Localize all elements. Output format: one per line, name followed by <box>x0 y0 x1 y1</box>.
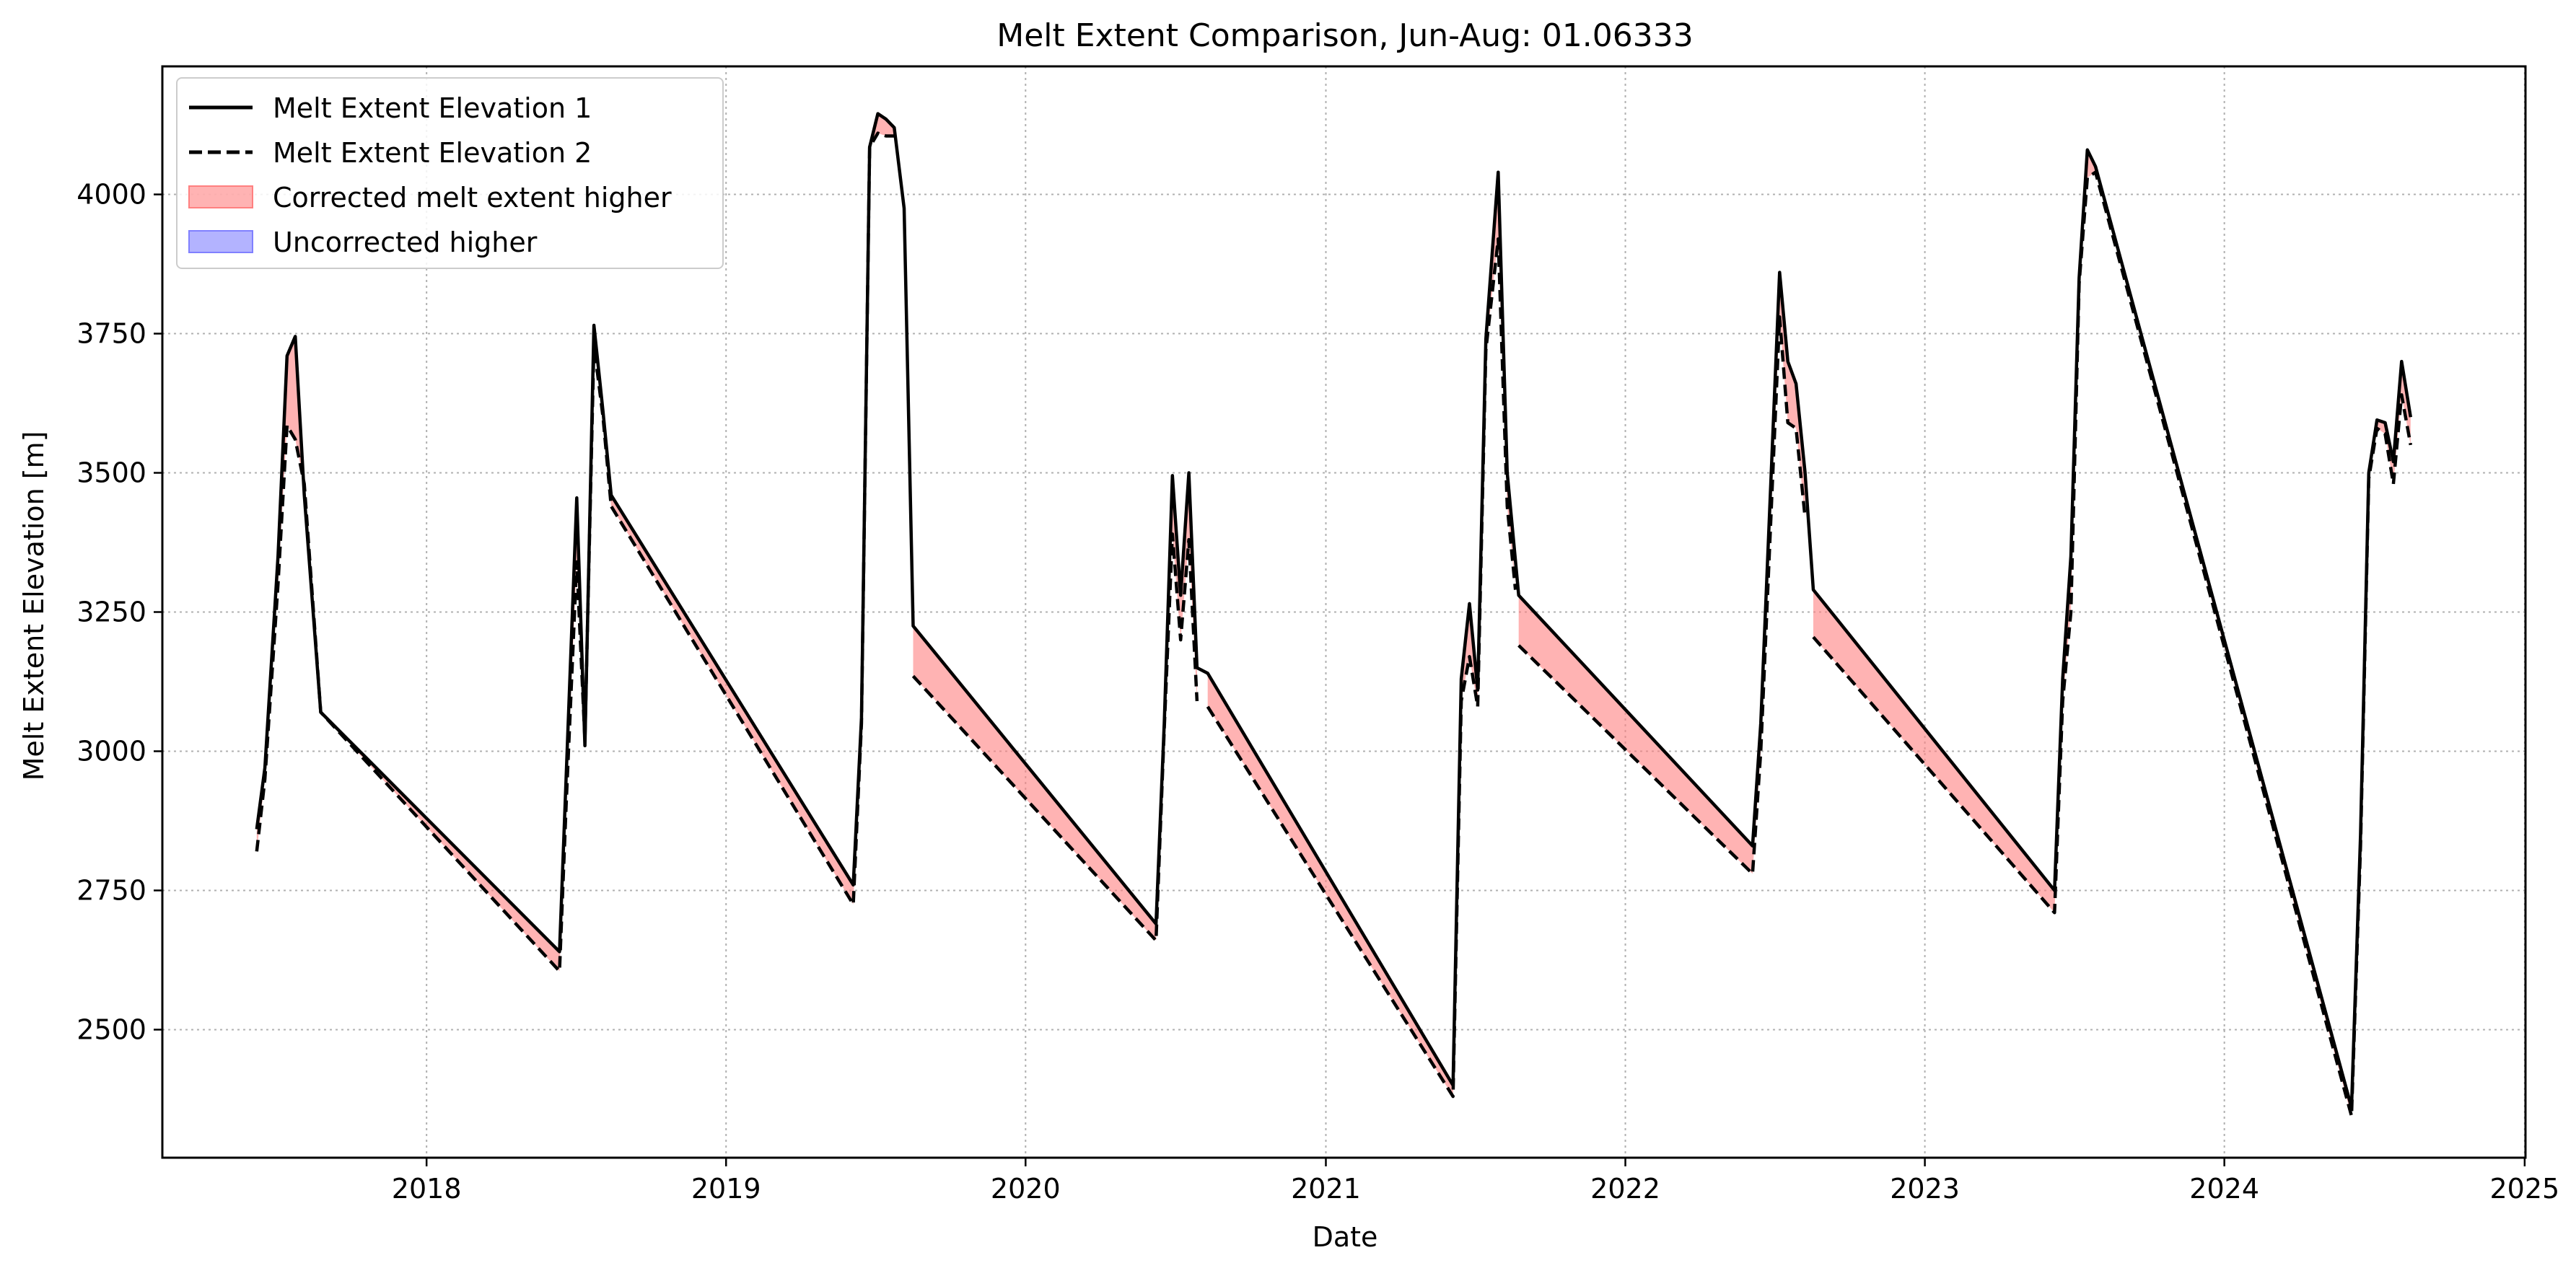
legend-blue-patch-icon <box>188 230 253 253</box>
x-tick-label: 2020 <box>991 1173 1061 1205</box>
x-tick-label: 2018 <box>392 1173 462 1205</box>
series-line-elevation-2 <box>911 532 1199 943</box>
corrected-higher-fill-area <box>913 472 1197 941</box>
y-tick-label: 4000 <box>76 179 146 211</box>
chart-title: Melt Extent Comparison, Jun-Aug: 01.0633… <box>996 17 1694 54</box>
legend-red-patch-icon <box>188 185 253 208</box>
y-axis-label: Melt Extent Elevation [m] <box>18 431 50 781</box>
series-line-elevation-2 <box>1517 315 1807 876</box>
legend-label-elevation-1: Melt Extent Elevation 1 <box>273 92 592 124</box>
x-tick-label: 2019 <box>691 1173 761 1205</box>
corrected-higher-fill-area <box>1207 172 1516 1097</box>
corrected-higher-fill-area <box>1813 149 2411 1117</box>
series-line-elevation-2 <box>1206 237 1517 1099</box>
legend-label-corrected-higher: Corrected melt extent higher <box>273 182 672 214</box>
legend: Melt Extent Elevation 1 Melt Extent Elev… <box>176 77 724 269</box>
corrected-higher-fill-area <box>1518 272 1805 874</box>
y-tick-label: 3500 <box>76 457 146 489</box>
x-tick-label: 2025 <box>2490 1173 2560 1205</box>
y-axis-ticks: 2500 2750 3000 3250 3500 3750 4000 <box>76 179 162 1045</box>
legend-label-uncorrected-higher: Uncorrected higher <box>273 226 538 258</box>
x-tick-label: 2023 <box>1890 1173 1960 1205</box>
x-axis-label: Date <box>1313 1221 1378 1253</box>
y-tick-label: 3000 <box>76 735 146 767</box>
x-tick-label: 2021 <box>1291 1173 1361 1205</box>
legend-label-elevation-2: Melt Extent Elevation 2 <box>273 137 592 169</box>
x-axis-ticks: 2018 2019 2020 2021 2022 2023 2024 2025 <box>392 1158 2559 1205</box>
x-tick-label: 2022 <box>1590 1173 1660 1205</box>
y-tick-label: 2750 <box>76 874 146 906</box>
series-line-elevation-2 <box>1812 170 2413 1118</box>
series-line-elevation-1 <box>255 112 2413 1109</box>
x-tick-label: 2024 <box>2189 1173 2259 1205</box>
legend-box <box>176 77 724 269</box>
y-tick-label: 3750 <box>76 318 146 350</box>
series-lines <box>255 112 2413 1118</box>
y-tick-label: 2500 <box>76 1013 146 1045</box>
y-tick-label: 3250 <box>76 597 146 628</box>
